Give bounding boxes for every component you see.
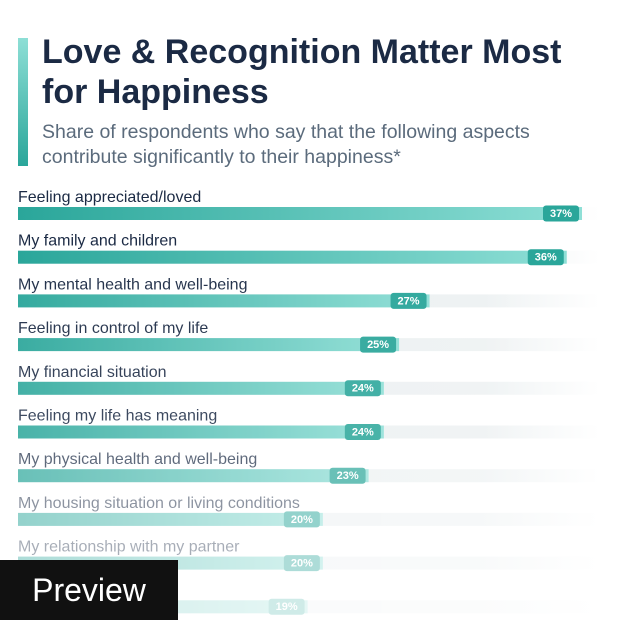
- value-label-bg: [390, 292, 427, 309]
- value-label-bg: [360, 336, 397, 353]
- bar: [18, 338, 400, 352]
- category-label: My relationship with my partner: [18, 539, 240, 556]
- value-label: 25%: [367, 339, 389, 351]
- value-label: 19%: [276, 601, 298, 613]
- bar: [18, 250, 567, 264]
- value-label-bg: [268, 598, 305, 615]
- bar: [18, 469, 369, 483]
- bar-row: My physical health and well-being 23%: [18, 451, 600, 484]
- bar-row: My mental health and well-being 27%: [18, 276, 600, 309]
- bar-row: Feeling in control of my life 25%: [18, 320, 600, 353]
- value-label: 36%: [535, 252, 557, 264]
- value-label: 37%: [550, 208, 572, 220]
- bar: [18, 207, 582, 220]
- value-label-bg: [283, 555, 320, 572]
- category-label: My physical health and well-being: [18, 451, 257, 468]
- value-label: 27%: [398, 295, 420, 307]
- category-label: My financial situation: [18, 364, 167, 381]
- value-label: 24%: [352, 426, 374, 438]
- bar: [18, 512, 323, 526]
- value-label: 23%: [337, 470, 359, 482]
- bar-row: My financial situation 24%: [18, 364, 600, 397]
- chart-title: Love & Recognition Matter Most for Happi…: [42, 33, 562, 111]
- bar: [18, 294, 430, 308]
- category-label: My mental health and well-being: [18, 276, 247, 293]
- value-label-bg: [543, 205, 579, 222]
- value-label: 20%: [291, 558, 313, 570]
- bar-row: Feeling my life has meaning 24%: [18, 408, 600, 440]
- preview-badge: Preview: [0, 560, 178, 620]
- category-label: Feeling appreciated/loved: [18, 189, 201, 206]
- value-label-bg: [283, 511, 320, 528]
- bar: [18, 425, 384, 439]
- bar-row: Feeling appreciated/loved 37%: [18, 189, 600, 222]
- category-label: Feeling in control of my life: [18, 320, 208, 337]
- bar-row: My housing situation or living condition…: [18, 495, 600, 528]
- category-label: My housing situation or living condition…: [18, 495, 300, 512]
- value-label-bg: [344, 424, 381, 440]
- category-label: Feeling my life has meaning: [18, 408, 217, 425]
- value-label: 24%: [352, 383, 374, 395]
- value-label-bg: [329, 467, 366, 484]
- bar-row: My family and children 36%: [18, 233, 600, 266]
- category-label: My family and children: [18, 233, 177, 250]
- value-label: 20%: [291, 514, 313, 526]
- bar: [18, 381, 384, 395]
- value-label-bg: [344, 380, 381, 397]
- title-accent: [18, 38, 28, 166]
- chart-subtitle: Share of respondents who say that the fo…: [42, 121, 530, 168]
- value-label-bg: [527, 249, 564, 266]
